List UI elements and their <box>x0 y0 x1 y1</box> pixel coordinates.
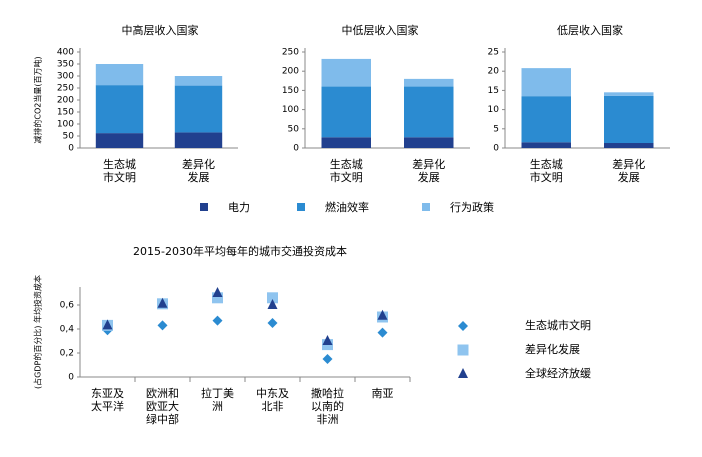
x-tick-label: 生态城市文明 <box>103 158 136 184</box>
point <box>267 292 278 304</box>
chart-title: 2015-2030年平均每年的城市交通投资成本 <box>133 244 347 258</box>
y-tick-label: 0 <box>68 373 74 383</box>
y-tick-label: 0,6 <box>60 301 75 311</box>
y-tick-label: 50 <box>63 132 75 142</box>
y-tick-label: 150 <box>282 86 299 96</box>
y-tick-label: 25 <box>488 48 499 58</box>
bar-segment <box>404 78 454 87</box>
point <box>102 319 113 330</box>
y-tick-label: 0 <box>68 144 74 154</box>
x-tick-label: 中东及北非 <box>256 387 289 413</box>
y-tick-label: 0 <box>493 144 499 154</box>
x-tick-label-box: 中东及北非 <box>256 387 289 413</box>
y-tick-label: 150 <box>57 108 74 118</box>
point <box>377 309 388 320</box>
x-tick-label-box: 生态城市文明 <box>329 158 363 184</box>
y-tick-label: 200 <box>57 96 74 106</box>
x-tick-label-box: 生态城市文明 <box>103 158 136 184</box>
x-tick-label: 生态城市文明 <box>529 158 563 184</box>
bar-segment <box>604 95 654 144</box>
y-tick-label: 10 <box>488 105 500 115</box>
bar-segment <box>174 132 223 148</box>
bar-segment <box>521 142 571 148</box>
point <box>322 354 333 364</box>
legend-label: 全球经济放缓 <box>525 366 591 380</box>
y-tick-label: 5 <box>493 124 499 134</box>
x-tick-label-box: 生态城市文明 <box>529 158 563 184</box>
y-tick-label: 100 <box>282 105 299 115</box>
legend-label: 差异化发展 <box>525 342 580 356</box>
x-tick-label: 差异化发展 <box>612 158 646 184</box>
x-tick-label: 撒哈拉以南的非洲 <box>311 387 344 426</box>
bar-segment <box>321 86 371 138</box>
x-tick-label: 差异化发展 <box>182 158 215 184</box>
x-tick-label-box: 南亚 <box>371 387 394 400</box>
point <box>267 299 278 309</box>
legend-label: 燃油效率 <box>325 200 369 214</box>
bar-segment <box>174 85 223 133</box>
y-tick-label: 20 <box>488 67 500 77</box>
legend-marker <box>458 368 468 378</box>
x-tick-label-box: 撒哈拉以南的非洲 <box>311 387 344 426</box>
bar-segment <box>95 85 144 134</box>
x-tick-label: 南亚 <box>371 387 394 400</box>
bar-segment <box>95 133 144 148</box>
x-tick-label-box: 差异化发展 <box>182 158 215 184</box>
chart-title: 低层收入国家 <box>557 23 623 37</box>
bar-segment <box>521 68 571 97</box>
point <box>322 335 333 345</box>
chart-title: 中高层收入国家 <box>122 23 199 37</box>
bar-segment <box>404 86 454 138</box>
legend-marker <box>458 321 468 331</box>
point <box>267 318 278 328</box>
bar-segment <box>604 143 654 148</box>
x-tick-label-box: 差异化发展 <box>612 158 646 184</box>
y-tick-label: 15 <box>488 86 499 96</box>
y-tick-label: 0,4 <box>60 325 75 335</box>
y-tick-label: 0 <box>293 144 299 154</box>
y-tick-label: 250 <box>282 48 299 58</box>
y-tick-label: 50 <box>288 124 300 134</box>
point <box>157 320 168 331</box>
x-tick-label-box: 拉丁美洲 <box>201 387 234 413</box>
bar-segment <box>604 92 654 96</box>
point <box>377 327 388 338</box>
legend-swatch <box>297 203 305 211</box>
x-tick-label: 差异化发展 <box>412 158 446 184</box>
y-axis-label: 减排的CO2当量(百万吨) <box>33 56 43 143</box>
y-tick-label: 0,2 <box>60 349 74 359</box>
legend-label: 生态城市文明 <box>525 318 591 332</box>
bar-segment <box>321 137 371 148</box>
legend-label: 电力 <box>228 201 250 214</box>
y-tick-label: 200 <box>282 67 299 77</box>
x-tick-label-box: 差异化发展 <box>412 158 446 184</box>
x-tick-label-box: 欧洲和欧亚大绿中部 <box>146 387 179 426</box>
y-tick-label: 400 <box>57 48 74 58</box>
bar-segment <box>95 64 144 86</box>
point <box>212 292 223 304</box>
point <box>157 297 168 308</box>
legend-swatch <box>200 203 208 211</box>
legend-label: 行为政策 <box>450 200 494 214</box>
legend-swatch <box>422 203 430 211</box>
bar-segment <box>174 76 223 86</box>
x-tick-label: 东亚及太平洋 <box>91 387 124 413</box>
x-tick-label: 生态城市文明 <box>329 158 363 184</box>
x-tick-label: 拉丁美洲 <box>201 387 234 413</box>
y-tick-label: 300 <box>57 72 74 82</box>
y-axis-label: (占GDP的百分比) 年均投资成本 <box>33 275 43 389</box>
bar-segment <box>321 58 371 87</box>
legend-marker <box>457 344 469 356</box>
y-tick-label: 350 <box>57 60 74 70</box>
chart-title: 中低层收入国家 <box>342 23 419 37</box>
x-tick-label-box: 东亚及太平洋 <box>91 387 124 413</box>
bar-segment <box>521 96 571 143</box>
x-tick-label: 欧洲和欧亚大绿中部 <box>146 387 179 426</box>
bar-segment <box>404 137 454 148</box>
point <box>212 315 223 326</box>
y-tick-label: 100 <box>57 120 74 130</box>
point <box>212 287 223 297</box>
y-tick-label: 250 <box>57 84 74 94</box>
